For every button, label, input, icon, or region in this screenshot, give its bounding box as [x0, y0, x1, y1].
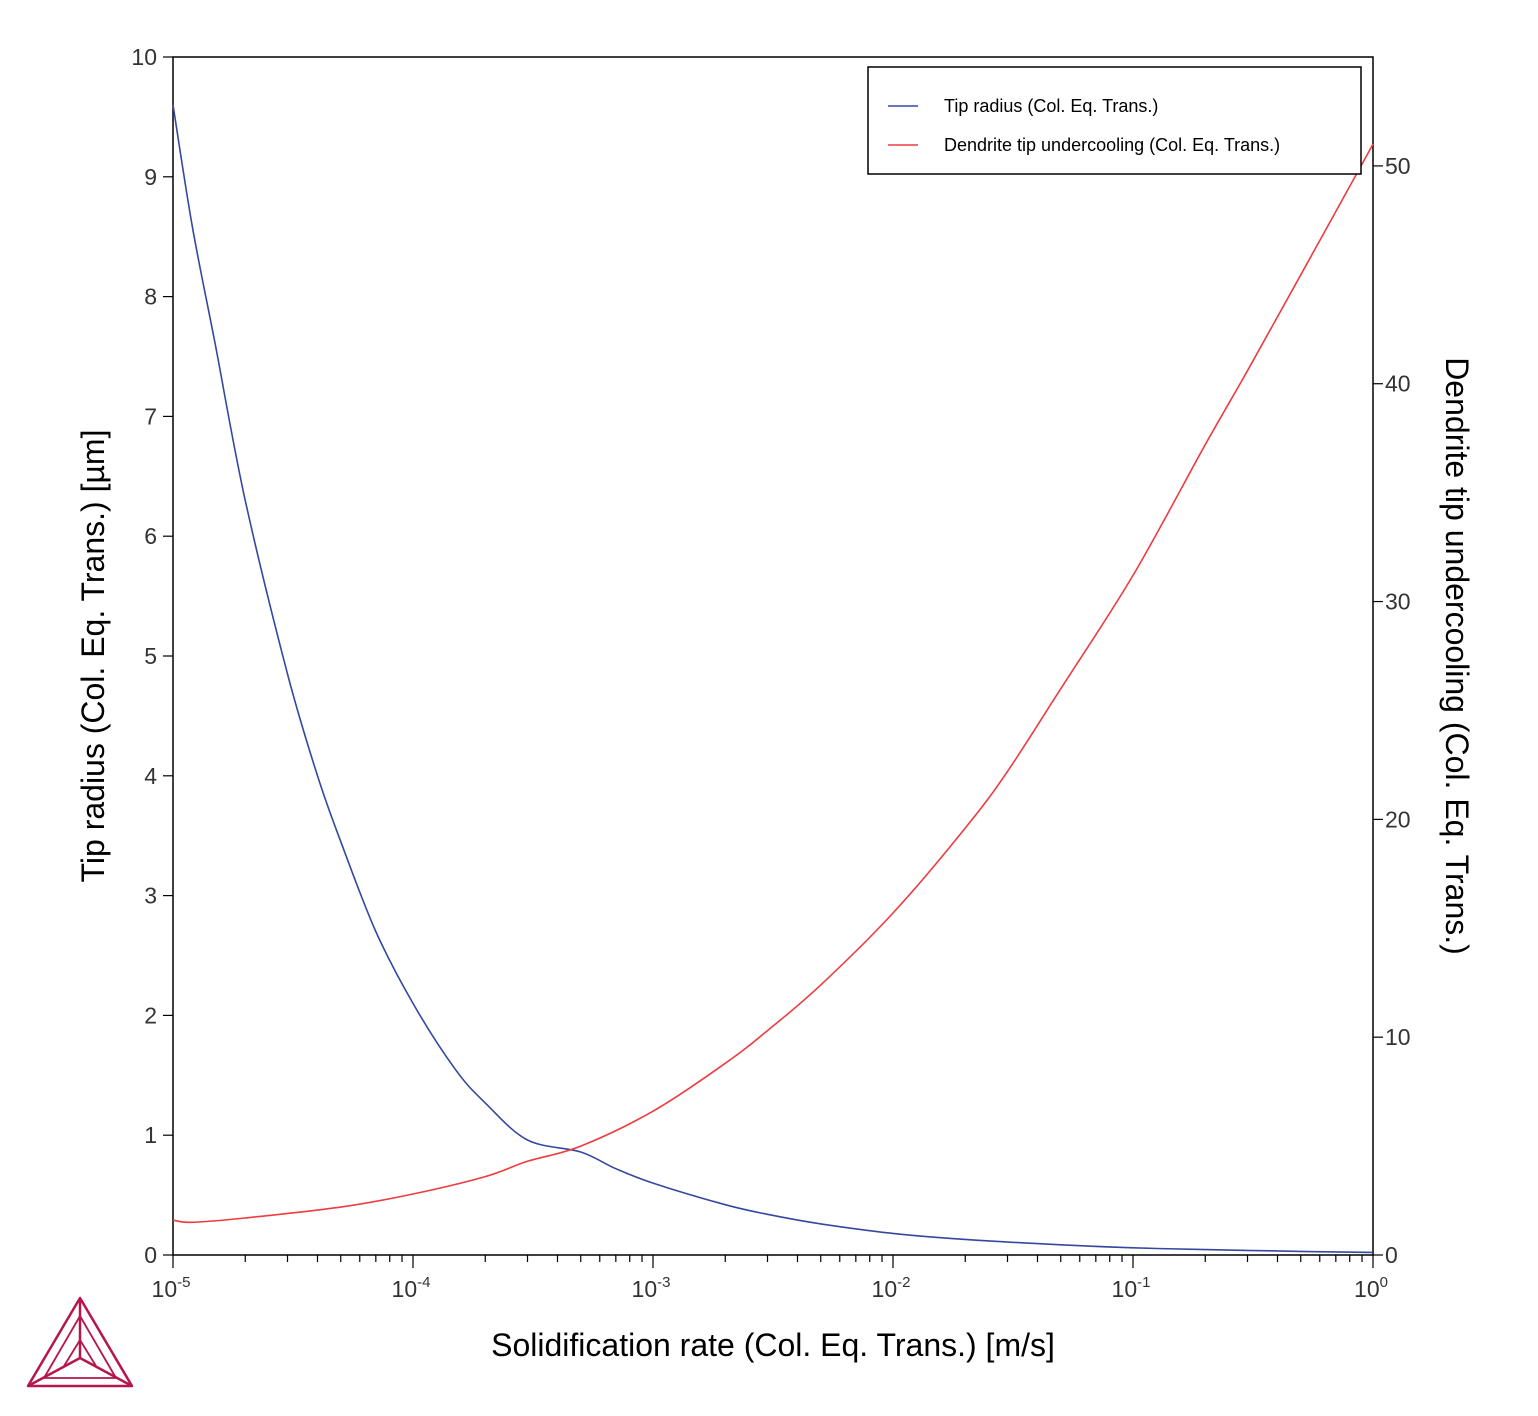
y-tick-label: 6	[144, 523, 157, 549]
x-axis-title: Solidification rate (Col. Eq. Trans.) [m…	[491, 1327, 1055, 1363]
y-tick-label: 9	[144, 164, 157, 190]
y-tick-label: 8	[144, 284, 157, 310]
y-axis-title: Tip radius (Col. Eq. Trans.) [µm]	[75, 430, 111, 883]
y-tick-label: 1	[144, 1122, 157, 1148]
y-tick-label: 3	[144, 883, 157, 909]
x-tick-label: 10-4	[392, 1274, 431, 1302]
x-axis-ticks: 10-5 10-4 10-3 10-2 10-1 100	[152, 1255, 1388, 1302]
thermo-calc-logo	[26, 1296, 134, 1388]
x-tick-label: 10-1	[1112, 1274, 1151, 1302]
y-tick-label: 2	[144, 1002, 157, 1028]
series-line-undercooling	[172, 143, 1374, 1224]
x-tick-label: 10-2	[872, 1274, 911, 1302]
x-tick-label: 10-3	[632, 1274, 671, 1302]
y-tick-label: 4	[144, 763, 157, 789]
series-layer	[172, 104, 1374, 1254]
y-tick-label: 7	[144, 403, 157, 429]
y2-tick-label: 50	[1385, 153, 1411, 179]
series-line-tip-radius	[172, 104, 1374, 1254]
y2-tick-label: 10	[1385, 1024, 1411, 1050]
y2-tick-label: 40	[1385, 371, 1411, 397]
y-tick-label: 5	[144, 643, 157, 669]
x-tick-label: 10-5	[152, 1274, 191, 1302]
legend-box	[867, 66, 1362, 175]
plot-area	[172, 56, 1374, 1256]
y-tick-label: 10	[131, 44, 157, 70]
y-tick-label: 0	[144, 1242, 157, 1268]
y2-tick-label: 20	[1385, 806, 1411, 832]
x-tick-label: 100	[1354, 1274, 1388, 1302]
y2-axis-ticks: 0 10 20 30 40 50	[1373, 153, 1411, 1268]
legend-label-undercooling: Dendrite tip undercooling (Col. Eq. Tran…	[944, 135, 1280, 155]
y-axis-ticks: 0 1 2 3 4 5 6 7 8 9 10	[131, 44, 173, 1268]
y2-tick-label: 0	[1385, 1242, 1398, 1268]
legend-label-tip-radius: Tip radius (Col. Eq. Trans.)	[944, 96, 1158, 116]
legend: Tip radius (Col. Eq. Trans.) Dendrite ti…	[867, 66, 1362, 175]
y2-tick-label: 30	[1385, 589, 1411, 615]
y2-axis-title: Dendrite tip undercooling (Col. Eq. Tran…	[1439, 357, 1475, 955]
